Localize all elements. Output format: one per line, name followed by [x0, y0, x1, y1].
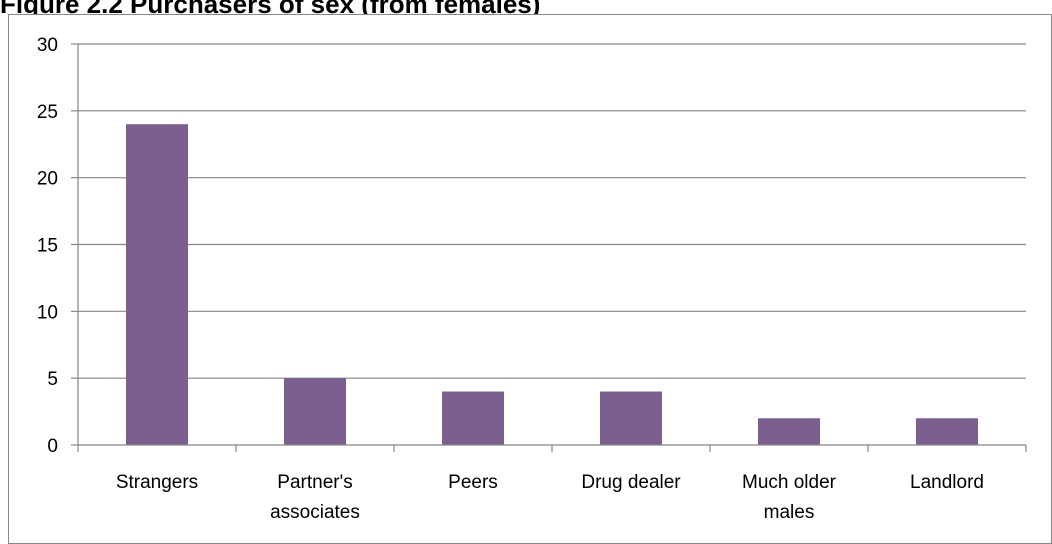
- bar: [916, 418, 978, 445]
- x-tick-label: Partner's associates: [270, 472, 360, 523]
- x-tick-label-line: males: [764, 502, 815, 523]
- y-tick-label: 30: [37, 35, 58, 56]
- x-tick-label-line: Strangers: [116, 472, 198, 493]
- bar: [600, 391, 662, 445]
- bar: [284, 378, 346, 445]
- x-tick-label-line: Partner's: [277, 472, 352, 493]
- x-tick-label: Much older males: [742, 472, 837, 523]
- x-tick-label-line: associates: [270, 502, 360, 523]
- y-tick-label: 10: [37, 302, 58, 323]
- bar: [758, 418, 820, 445]
- y-tick-label: 15: [37, 236, 58, 257]
- x-tick-labels: Strangers Partner's associates Peers Drug de…: [77, 445, 1027, 523]
- bar: [442, 391, 504, 445]
- y-tick-label: 25: [37, 102, 58, 123]
- x-tick-label-line: Landlord: [910, 472, 984, 493]
- x-tick-label-line: Much older: [742, 472, 837, 493]
- gridlines: [78, 43, 1026, 379]
- y-tick-label: 0: [47, 436, 58, 457]
- x-tick-label-line: Peers: [448, 472, 498, 493]
- y-tick-label: 5: [47, 369, 58, 390]
- bars: [126, 124, 978, 445]
- x-tick-label: Landlord: [910, 472, 984, 493]
- y-tick-label: 20: [37, 169, 58, 190]
- x-tick-label: Drug dealer: [581, 472, 681, 493]
- x-tick-label: Strangers: [116, 472, 198, 493]
- x-tick-label: Peers: [448, 472, 498, 493]
- x-tick-label-line: Drug dealer: [581, 472, 681, 493]
- y-tick-labels: 0 5 10 15 20 25 30: [37, 35, 78, 457]
- bar: [126, 124, 188, 445]
